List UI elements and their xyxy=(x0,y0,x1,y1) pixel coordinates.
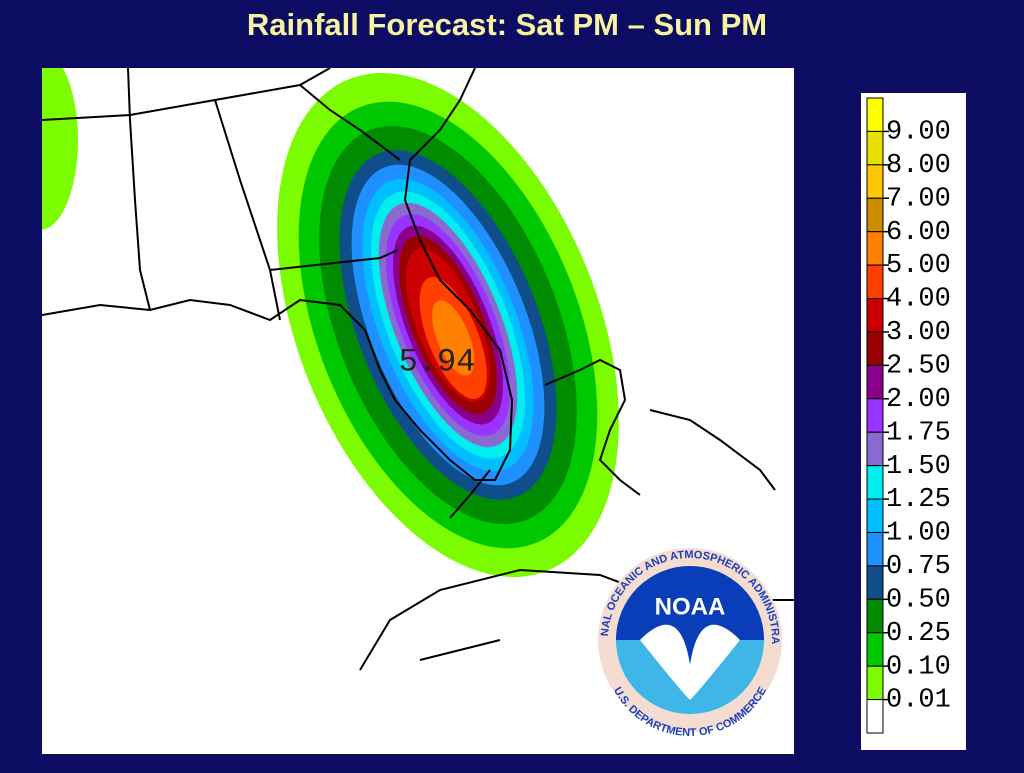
legend-swatch xyxy=(866,498,884,533)
legend-swatch xyxy=(866,231,884,266)
legend-swatch xyxy=(866,331,884,366)
legend-label: 7.00 xyxy=(886,184,951,214)
legend-swatch xyxy=(866,565,884,600)
legend-swatch xyxy=(866,197,884,233)
legend-label: 1.25 xyxy=(886,485,951,515)
legend-swatch xyxy=(866,531,884,567)
legend-swatch xyxy=(866,465,884,500)
rain-area xyxy=(42,68,78,230)
legend-label: 1.00 xyxy=(886,519,951,549)
legend-label: 2.00 xyxy=(886,385,951,415)
max-label: 5.94 xyxy=(399,343,476,380)
legend-label: 1.75 xyxy=(886,418,951,448)
legend-label: 0.50 xyxy=(886,585,951,615)
legend-swatch xyxy=(866,598,884,634)
legend-label: 2.50 xyxy=(886,351,951,381)
legend-label: 1.50 xyxy=(886,452,951,482)
legend-label: 0.25 xyxy=(886,619,951,649)
legend-label: 0.75 xyxy=(886,552,951,582)
logo-gull xyxy=(640,624,740,700)
legend: 9.008.007.00 6.005.00 4.003.002.50 2.001.75… xyxy=(866,97,951,734)
legend-label: 0.01 xyxy=(886,686,951,716)
legend-swatch xyxy=(866,130,884,166)
legend-label: 3.00 xyxy=(886,318,951,348)
title: Rainfall Forecast: Sat PM – Sun PM xyxy=(247,7,767,42)
legend-swatch xyxy=(866,264,884,300)
legend-swatch xyxy=(866,364,884,400)
legend-swatch xyxy=(866,632,884,667)
rain-band xyxy=(432,300,475,376)
legend-label: 6.00 xyxy=(886,218,951,248)
legend-label: 4.00 xyxy=(886,285,951,315)
legend-swatch xyxy=(866,398,884,433)
legend-label: 5.00 xyxy=(886,251,951,281)
logo-sky xyxy=(616,566,764,665)
legend-swatch xyxy=(866,431,884,467)
legend-swatch xyxy=(866,298,884,333)
legend-swatch xyxy=(866,665,884,701)
logo-name: NOAA xyxy=(655,593,726,620)
legend-swatch xyxy=(866,97,884,132)
rain-contours xyxy=(277,72,619,578)
legend-label: 9.00 xyxy=(886,118,951,148)
legend-label: 0.10 xyxy=(886,652,951,682)
legend-label: 8.00 xyxy=(886,151,951,181)
legend-swatch xyxy=(866,164,884,199)
coastlines xyxy=(42,68,794,671)
legend-swatch xyxy=(866,699,884,734)
map: 5.94 NOAA NATIONAL OCEANIC AND ATMOSPHER… xyxy=(42,68,794,754)
